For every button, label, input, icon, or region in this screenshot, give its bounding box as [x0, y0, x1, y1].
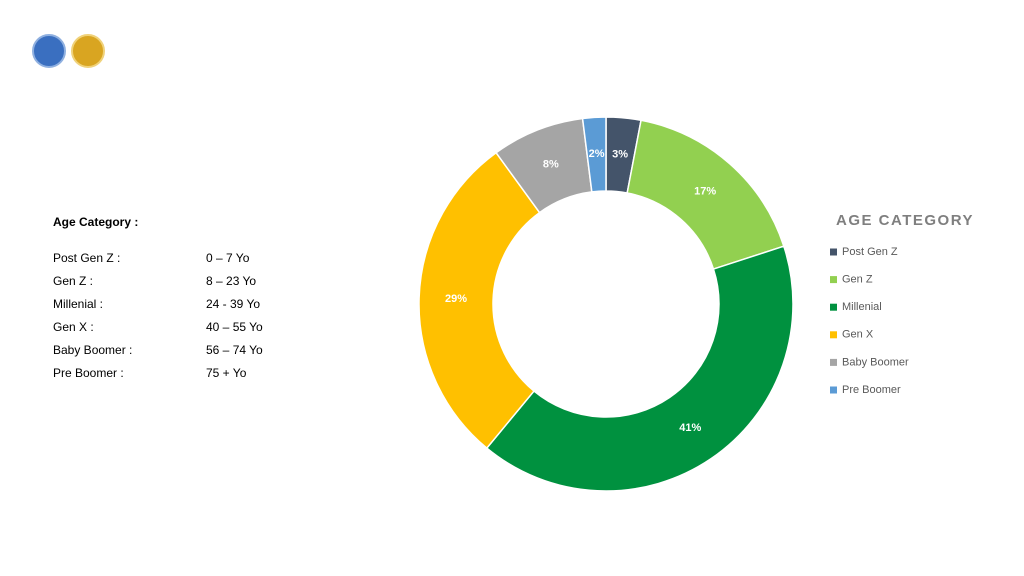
value-label: 41%	[679, 422, 701, 434]
donut-segment	[581, 116, 607, 193]
value-label: 2%	[589, 148, 605, 160]
donut-segment	[485, 245, 794, 492]
legend-title: AGE CATEGORY	[836, 212, 974, 229]
age-label: Pre Boomer :	[53, 366, 124, 380]
legend-swatch	[830, 358, 837, 366]
age-label: Gen Z :	[53, 274, 93, 288]
age-range: 40 – 55 Yo	[206, 320, 263, 334]
legend-swatch	[830, 303, 837, 311]
age-range: 56 – 74 Yo	[206, 343, 263, 357]
legend-label: Gen X	[842, 329, 874, 341]
legend-label: Millenial	[842, 301, 882, 313]
age-label: Baby Boomer :	[53, 343, 132, 357]
age-label: Gen X :	[53, 320, 94, 334]
logo	[71, 34, 105, 68]
donut-segment	[418, 151, 541, 450]
table-title: Age Category :	[53, 215, 138, 229]
value-label: 3%	[612, 149, 628, 161]
age-range: 75 + Yo	[206, 366, 247, 380]
legend-swatch	[830, 386, 837, 394]
age-range: 0 – 7 Yo	[206, 251, 250, 265]
legend-swatch	[830, 276, 837, 284]
legend-label: Post Gen Z	[842, 246, 898, 258]
age-range: 8 – 23 Yo	[206, 274, 256, 288]
legend-swatch	[830, 248, 837, 256]
legend-label: Gen Z	[842, 274, 873, 286]
age-label: Millenial :	[53, 297, 103, 311]
value-label: 29%	[445, 293, 467, 305]
value-label: 8%	[543, 158, 559, 170]
logo	[32, 34, 66, 68]
legend-label: Baby Boomer	[842, 356, 909, 368]
legend-label: Pre Boomer	[842, 384, 901, 396]
age-label: Post Gen Z :	[53, 251, 120, 265]
age-range: 24 - 39 Yo	[206, 297, 260, 311]
legend-swatch	[830, 331, 837, 339]
value-label: 17%	[694, 185, 716, 197]
